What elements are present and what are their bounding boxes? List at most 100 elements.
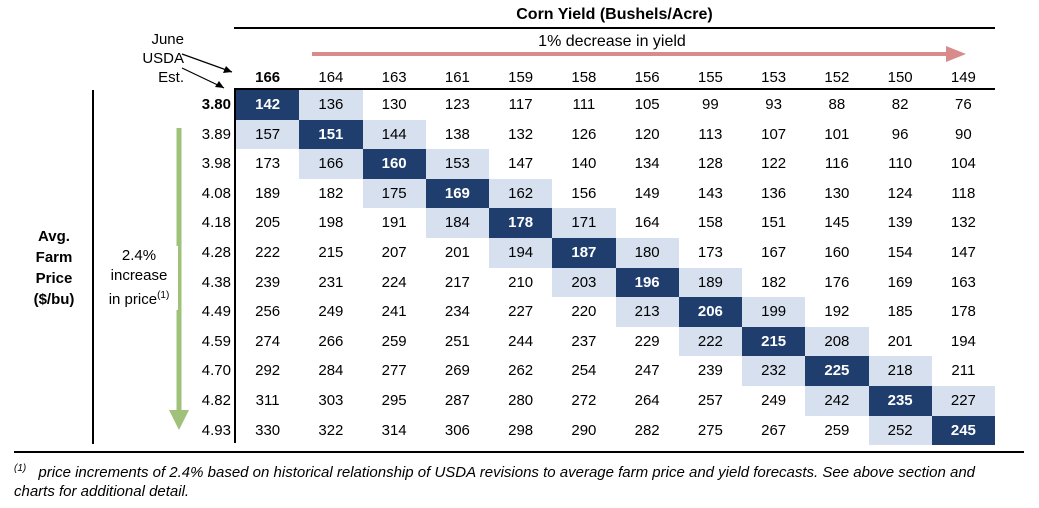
table-cell: 82 bbox=[891, 96, 909, 113]
price-direction-line: 2.4% bbox=[121, 247, 157, 264]
table-cell: 147 bbox=[950, 244, 976, 261]
table-cell: 116 bbox=[824, 155, 849, 173]
table-cell: 201 bbox=[887, 332, 913, 350]
table-cell: 249 bbox=[318, 303, 344, 321]
row-header-rule bbox=[92, 90, 94, 444]
table-cell: 210 bbox=[508, 273, 534, 291]
table-cell: 185 bbox=[887, 303, 913, 321]
table-cell: 241 bbox=[381, 303, 407, 321]
table-cell: 237 bbox=[571, 332, 597, 350]
price-row-label: 3.89 bbox=[201, 125, 231, 143]
table-cell: 164 bbox=[634, 214, 660, 232]
table-cell: 130 bbox=[824, 184, 850, 202]
yield-direction-label: 1% decrease in yield bbox=[538, 33, 686, 50]
table-cell: 104 bbox=[950, 155, 976, 173]
table-cell: 330 bbox=[255, 421, 281, 439]
yield-column-label: 159 bbox=[508, 69, 534, 86]
table-cell: 166 bbox=[299, 149, 363, 179]
table-cell: 239 bbox=[697, 362, 723, 380]
table-cell: 130 bbox=[381, 96, 407, 113]
table-cell: 194 bbox=[950, 332, 976, 350]
table-cell: 222 bbox=[255, 244, 281, 261]
table-cell: 220 bbox=[571, 303, 597, 321]
table-cell: 245 bbox=[931, 415, 995, 446]
estimate-label: June USDA Est. bbox=[124, 30, 184, 87]
table-cell: 259 bbox=[381, 332, 407, 350]
price-row-label: 4.49 bbox=[201, 303, 231, 321]
table-cell: 169 bbox=[887, 273, 913, 291]
table-cell: 153 bbox=[425, 149, 489, 179]
table-cell: 147 bbox=[508, 155, 534, 173]
yield-column-label: 153 bbox=[761, 69, 787, 86]
table-cell: 203 bbox=[552, 267, 616, 298]
table-cell: 227 bbox=[508, 303, 534, 321]
table-cell: 173 bbox=[697, 244, 723, 261]
table-cell: 160 bbox=[362, 149, 426, 179]
table-cell: 208 bbox=[805, 326, 869, 357]
table-cell: 184 bbox=[425, 208, 489, 238]
table-cell: 322 bbox=[318, 421, 344, 439]
yield-column-label: 156 bbox=[634, 69, 660, 86]
table-cell: 187 bbox=[552, 238, 616, 268]
price-direction-text: in price bbox=[108, 291, 158, 308]
table-cell: 199 bbox=[742, 297, 806, 327]
table-cell: 76 bbox=[955, 96, 972, 113]
price-row-label: 4.38 bbox=[201, 273, 231, 291]
table-cell: 254 bbox=[571, 362, 597, 380]
chart-title: Corn Yield (Bushels/Acre) bbox=[516, 6, 713, 23]
price-row-label: 4.28 bbox=[201, 244, 231, 261]
footnote-text: price increments of 2.4% based on histor… bbox=[14, 464, 976, 500]
table-cell: 201 bbox=[444, 244, 470, 261]
table-cell: 160 bbox=[824, 244, 850, 261]
table-cell: 90 bbox=[955, 125, 972, 143]
price-row-label: 4.82 bbox=[201, 392, 231, 409]
price-row-label: 4.59 bbox=[201, 332, 231, 350]
table-cell: 124 bbox=[887, 184, 913, 202]
row-header-line: ($/bu) bbox=[33, 291, 75, 308]
table-cell: 163 bbox=[950, 273, 976, 291]
table-cell: 151 bbox=[761, 214, 787, 232]
table-cell: 274 bbox=[255, 332, 281, 350]
table-cell: 128 bbox=[697, 155, 723, 173]
price-row-label: 3.80 bbox=[201, 96, 231, 113]
table-cell: 105 bbox=[634, 96, 660, 113]
estimate-callout-arrows bbox=[181, 53, 233, 89]
table-cell: 198 bbox=[318, 214, 344, 232]
table-cell: 151 bbox=[299, 119, 363, 150]
table-cell: 110 bbox=[888, 155, 913, 173]
yield-column-label: 152 bbox=[824, 69, 850, 86]
table-cell: 303 bbox=[318, 392, 344, 409]
table-cell: 234 bbox=[444, 303, 470, 321]
table-cell: 122 bbox=[761, 155, 787, 173]
table-cell: 178 bbox=[950, 303, 976, 321]
table-cell: 107 bbox=[761, 125, 787, 143]
table-cell: 239 bbox=[255, 273, 281, 291]
table-cell: 182 bbox=[318, 184, 344, 202]
table-cell: 145 bbox=[824, 214, 850, 232]
table-cell: 180 bbox=[615, 238, 679, 268]
table-cell: 311 bbox=[255, 392, 280, 409]
table-cell: 242 bbox=[805, 386, 869, 416]
table-cell: 173 bbox=[255, 155, 281, 173]
table-cell: 156 bbox=[571, 184, 597, 202]
table-cell: 176 bbox=[824, 273, 850, 291]
table-cell: 259 bbox=[824, 421, 850, 439]
table-cell: 292 bbox=[255, 362, 281, 380]
table-cell: 227 bbox=[931, 386, 995, 416]
grid-top-rule bbox=[234, 88, 995, 90]
table-cell: 257 bbox=[697, 392, 723, 409]
table-cell: 157 bbox=[236, 119, 300, 150]
table-cell: 171 bbox=[552, 208, 616, 238]
table-cell: 136 bbox=[299, 90, 363, 120]
table-cell: 93 bbox=[765, 96, 782, 113]
yield-column-label: 166 bbox=[255, 69, 281, 86]
table-cell: 123 bbox=[444, 96, 470, 113]
footnote-rule bbox=[14, 451, 1024, 453]
table-cell: 232 bbox=[742, 356, 806, 386]
table-cell: 272 bbox=[571, 392, 597, 409]
table-cell: 140 bbox=[571, 155, 597, 173]
yield-arrow bbox=[312, 46, 966, 62]
table-cell: 280 bbox=[508, 392, 534, 409]
table-cell: 314 bbox=[381, 421, 407, 439]
price-row-label: 4.18 bbox=[201, 214, 231, 232]
